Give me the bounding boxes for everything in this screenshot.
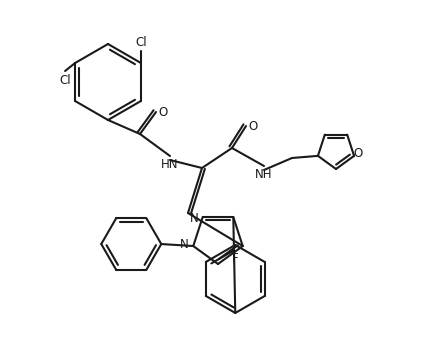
Text: N: N — [179, 238, 188, 250]
Text: O: O — [158, 106, 168, 119]
Text: O: O — [354, 147, 363, 161]
Text: F: F — [232, 253, 238, 265]
Text: Cl: Cl — [59, 74, 71, 87]
Text: Cl: Cl — [135, 36, 147, 50]
Text: O: O — [248, 119, 258, 132]
Text: N: N — [190, 213, 199, 225]
Text: NH: NH — [255, 167, 273, 181]
Text: HN: HN — [161, 158, 179, 170]
